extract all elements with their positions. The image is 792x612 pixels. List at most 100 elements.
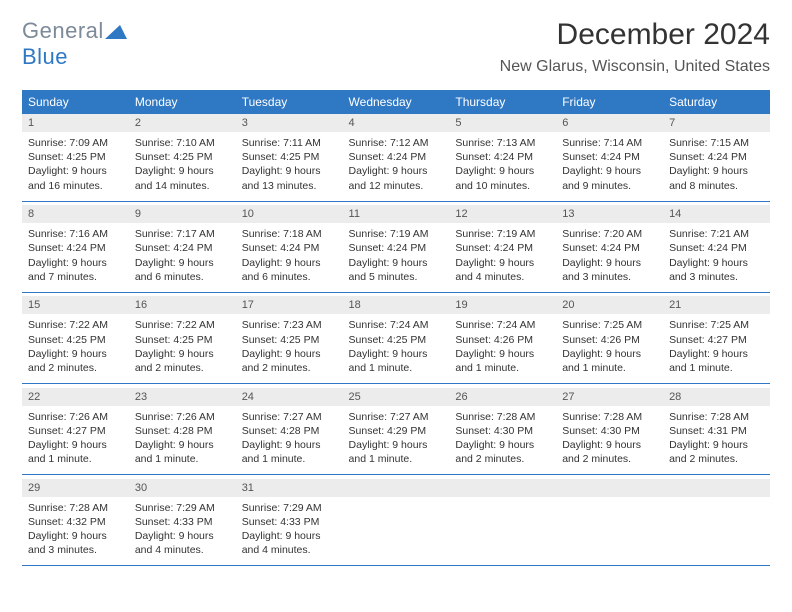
- sunrise-text: Sunrise: 7:11 AM: [242, 136, 337, 150]
- day-number: 21: [663, 296, 770, 314]
- sunrise-text: Sunrise: 7:29 AM: [135, 501, 230, 515]
- day-number: 23: [129, 388, 236, 406]
- daylight-text-2: and 16 minutes.: [28, 179, 123, 193]
- daylight-text-1: Daylight: 9 hours: [135, 529, 230, 543]
- sunset-text: Sunset: 4:26 PM: [562, 333, 657, 347]
- day-info: Sunrise: 7:22 AMSunset: 4:25 PMDaylight:…: [129, 314, 236, 383]
- day-number: 16: [129, 296, 236, 314]
- day-info: Sunrise: 7:24 AMSunset: 4:25 PMDaylight:…: [343, 314, 450, 383]
- sunset-text: Sunset: 4:25 PM: [135, 150, 230, 164]
- sunset-text: Sunset: 4:25 PM: [349, 333, 444, 347]
- daylight-text-2: and 2 minutes.: [242, 361, 337, 375]
- sunrise-text: Sunrise: 7:24 AM: [349, 318, 444, 332]
- day-number: 1: [22, 114, 129, 132]
- header-thu: Thursday: [449, 90, 556, 114]
- sunset-text: Sunset: 4:24 PM: [669, 241, 764, 255]
- day-number: 27: [556, 388, 663, 406]
- sunset-text: Sunset: 4:24 PM: [28, 241, 123, 255]
- daylight-text-2: and 9 minutes.: [562, 179, 657, 193]
- triangle-icon: [105, 23, 127, 39]
- sunrise-text: Sunrise: 7:14 AM: [562, 136, 657, 150]
- sunset-text: Sunset: 4:33 PM: [135, 515, 230, 529]
- sunset-text: Sunset: 4:31 PM: [669, 424, 764, 438]
- sunset-text: Sunset: 4:24 PM: [669, 150, 764, 164]
- daylight-text-2: and 2 minutes.: [562, 452, 657, 466]
- daylight-text-1: Daylight: 9 hours: [28, 438, 123, 452]
- day-info: Sunrise: 7:19 AMSunset: 4:24 PMDaylight:…: [343, 223, 450, 292]
- sunrise-text: Sunrise: 7:28 AM: [562, 410, 657, 424]
- sunset-text: Sunset: 4:29 PM: [349, 424, 444, 438]
- daylight-text-1: Daylight: 9 hours: [135, 438, 230, 452]
- sunset-text: Sunset: 4:30 PM: [562, 424, 657, 438]
- sunrise-text: Sunrise: 7:27 AM: [349, 410, 444, 424]
- daylight-text-1: Daylight: 9 hours: [135, 256, 230, 270]
- day-number: 29: [22, 479, 129, 497]
- location-text: New Glarus, Wisconsin, United States: [500, 58, 770, 76]
- daylight-text-1: Daylight: 9 hours: [455, 347, 550, 361]
- day-info: [556, 497, 663, 566]
- daylight-text-1: Daylight: 9 hours: [455, 256, 550, 270]
- day-info: Sunrise: 7:28 AMSunset: 4:32 PMDaylight:…: [22, 497, 129, 566]
- day-info: Sunrise: 7:29 AMSunset: 4:33 PMDaylight:…: [129, 497, 236, 566]
- day-number: 24: [236, 388, 343, 406]
- day-number: 31: [236, 479, 343, 497]
- day-number: 15: [22, 296, 129, 314]
- sunset-text: Sunset: 4:27 PM: [669, 333, 764, 347]
- day-info: Sunrise: 7:14 AMSunset: 4:24 PMDaylight:…: [556, 132, 663, 201]
- sunrise-text: Sunrise: 7:26 AM: [135, 410, 230, 424]
- daynum-row: 891011121314: [22, 205, 770, 223]
- sunset-text: Sunset: 4:25 PM: [242, 150, 337, 164]
- day-info: Sunrise: 7:10 AMSunset: 4:25 PMDaylight:…: [129, 132, 236, 201]
- sunset-text: Sunset: 4:25 PM: [135, 333, 230, 347]
- day-info: Sunrise: 7:09 AMSunset: 4:25 PMDaylight:…: [22, 132, 129, 201]
- daylight-text-1: Daylight: 9 hours: [455, 164, 550, 178]
- day-info: Sunrise: 7:17 AMSunset: 4:24 PMDaylight:…: [129, 223, 236, 292]
- day-number: 3: [236, 114, 343, 132]
- sunrise-text: Sunrise: 7:25 AM: [562, 318, 657, 332]
- sunrise-text: Sunrise: 7:27 AM: [242, 410, 337, 424]
- sunrise-text: Sunrise: 7:25 AM: [669, 318, 764, 332]
- header-tue: Tuesday: [236, 90, 343, 114]
- header-mon: Monday: [129, 90, 236, 114]
- daylight-text-1: Daylight: 9 hours: [135, 164, 230, 178]
- day-number: 28: [663, 388, 770, 406]
- day-info: Sunrise: 7:12 AMSunset: 4:24 PMDaylight:…: [343, 132, 450, 201]
- brand-part2: Blue: [22, 44, 68, 69]
- day-number: 2: [129, 114, 236, 132]
- day-number: [556, 479, 663, 497]
- daylight-text-2: and 1 minute.: [349, 361, 444, 375]
- day-info: Sunrise: 7:26 AMSunset: 4:28 PMDaylight:…: [129, 406, 236, 475]
- calendar-table: Sunday Monday Tuesday Wednesday Thursday…: [22, 90, 770, 566]
- sunrise-text: Sunrise: 7:16 AM: [28, 227, 123, 241]
- info-row: Sunrise: 7:16 AMSunset: 4:24 PMDaylight:…: [22, 223, 770, 292]
- sunset-text: Sunset: 4:33 PM: [242, 515, 337, 529]
- sunrise-text: Sunrise: 7:19 AM: [455, 227, 550, 241]
- sunset-text: Sunset: 4:28 PM: [135, 424, 230, 438]
- sunset-text: Sunset: 4:24 PM: [455, 241, 550, 255]
- info-row: Sunrise: 7:26 AMSunset: 4:27 PMDaylight:…: [22, 406, 770, 475]
- daylight-text-1: Daylight: 9 hours: [669, 164, 764, 178]
- day-info: Sunrise: 7:28 AMSunset: 4:31 PMDaylight:…: [663, 406, 770, 475]
- sunset-text: Sunset: 4:25 PM: [28, 333, 123, 347]
- day-number: 19: [449, 296, 556, 314]
- daylight-text-1: Daylight: 9 hours: [242, 164, 337, 178]
- header-sat: Saturday: [663, 90, 770, 114]
- day-number: [663, 479, 770, 497]
- day-info: Sunrise: 7:28 AMSunset: 4:30 PMDaylight:…: [449, 406, 556, 475]
- day-info: Sunrise: 7:21 AMSunset: 4:24 PMDaylight:…: [663, 223, 770, 292]
- daylight-text-2: and 3 minutes.: [669, 270, 764, 284]
- sunrise-text: Sunrise: 7:10 AM: [135, 136, 230, 150]
- daylight-text-2: and 4 minutes.: [242, 543, 337, 557]
- daylight-text-1: Daylight: 9 hours: [669, 256, 764, 270]
- day-number: 10: [236, 205, 343, 223]
- day-number: 13: [556, 205, 663, 223]
- day-number: 8: [22, 205, 129, 223]
- daylight-text-1: Daylight: 9 hours: [562, 256, 657, 270]
- sunset-text: Sunset: 4:32 PM: [28, 515, 123, 529]
- sunset-text: Sunset: 4:25 PM: [242, 333, 337, 347]
- daylight-text-2: and 6 minutes.: [135, 270, 230, 284]
- day-number: [343, 479, 450, 497]
- daylight-text-1: Daylight: 9 hours: [28, 529, 123, 543]
- daylight-text-2: and 1 minute.: [669, 361, 764, 375]
- daylight-text-2: and 1 minute.: [242, 452, 337, 466]
